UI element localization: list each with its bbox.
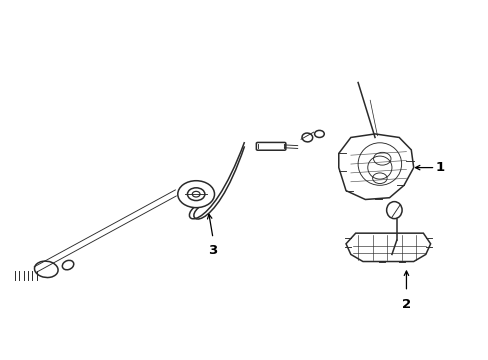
Text: 1: 1 <box>435 161 444 174</box>
Text: 3: 3 <box>208 244 217 257</box>
Text: 2: 2 <box>401 298 410 311</box>
